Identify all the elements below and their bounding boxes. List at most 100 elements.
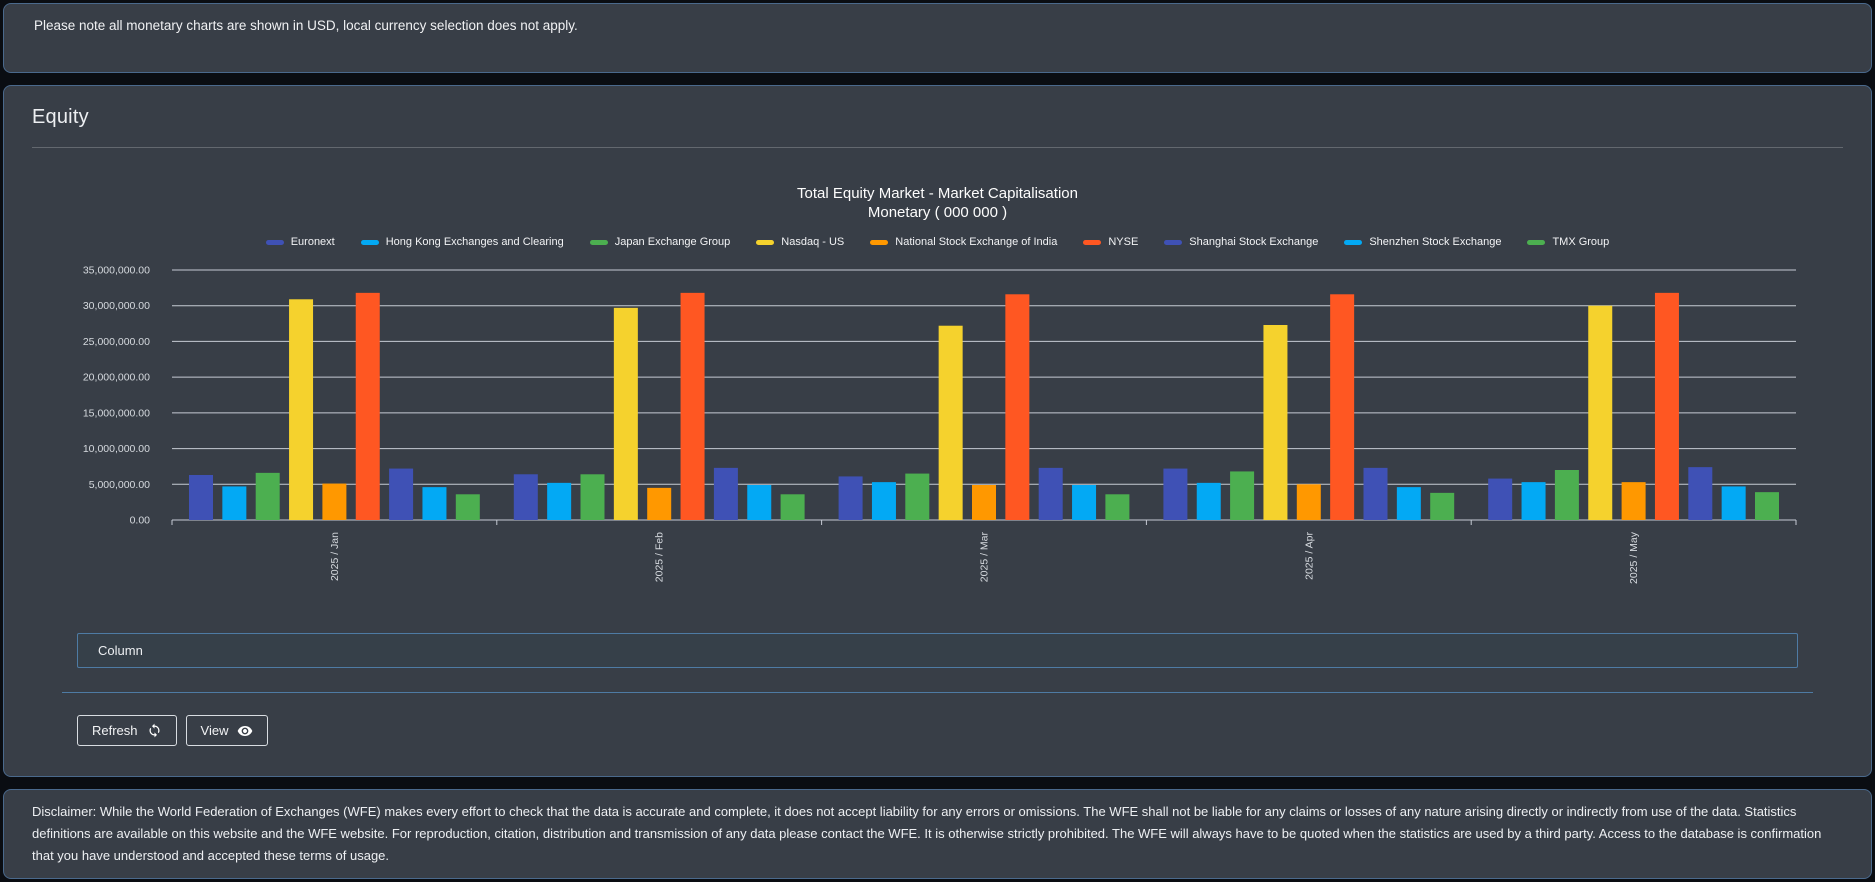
legend-item[interactable]: Shenzhen Stock Exchange	[1344, 236, 1501, 248]
bar	[647, 487, 672, 520]
bar	[1554, 470, 1579, 520]
bar	[1588, 305, 1613, 520]
bar	[1621, 482, 1646, 520]
bar	[1263, 325, 1288, 520]
bar	[1163, 468, 1188, 520]
bar	[255, 472, 280, 520]
bar	[580, 474, 605, 520]
legend-item[interactable]: TMX Group	[1527, 236, 1609, 248]
bar	[547, 482, 572, 520]
bar	[1488, 478, 1513, 520]
bar	[680, 292, 705, 520]
usd-notice-banner: Please note all monetary charts are show…	[3, 3, 1872, 73]
bar	[389, 468, 414, 520]
equity-panel: Equity Total Equity Market - Market Capi…	[3, 85, 1872, 777]
chart-title: Total Equity Market - Market Capitalisat…	[797, 185, 1078, 202]
bar	[1330, 294, 1355, 520]
legend-swatch	[589, 239, 608, 245]
y-axis-label: 10,000,000.00	[83, 443, 150, 455]
legend-label: Euronext	[290, 236, 335, 248]
column-panel-label: Column	[98, 643, 143, 658]
legend-item[interactable]: Euronext	[265, 236, 335, 248]
bar	[1196, 482, 1221, 520]
bar	[1363, 467, 1388, 520]
legend-swatch	[360, 239, 379, 245]
legend-label: Shenzhen Stock Exchange	[1369, 236, 1502, 248]
legend-item[interactable]: Japan Exchange Group	[589, 236, 731, 248]
bar	[1654, 292, 1679, 520]
legend-item[interactable]: Shanghai Stock Exchange	[1164, 236, 1318, 248]
bar	[422, 487, 447, 520]
chart-actions: Refresh View	[77, 715, 1798, 746]
bar	[747, 485, 772, 520]
refresh-button-label: Refresh	[92, 723, 138, 738]
legend-label: Hong Kong Exchanges and Clearing	[385, 236, 564, 248]
bar	[780, 494, 805, 520]
bar	[1230, 471, 1255, 520]
x-axis-label: 2025 / May	[1628, 531, 1640, 584]
bar	[1296, 484, 1321, 520]
chart-plot-area: 35,000,000.00 30,000,000.00 25,000,000.00 2…	[32, 256, 1843, 607]
controls-divider	[62, 692, 1813, 693]
bar	[322, 483, 347, 520]
bar	[289, 299, 314, 520]
bar	[189, 475, 213, 520]
disclaimer-text: Disclaimer: While the World Federation o…	[32, 804, 1822, 863]
eye-icon	[237, 723, 253, 739]
legend-label: Shanghai Stock Exchange	[1189, 236, 1319, 248]
usd-notice-text: Please note all monetary charts are show…	[34, 18, 578, 33]
x-axis-label: 2025 / Feb	[654, 532, 666, 582]
bar	[1755, 492, 1779, 520]
legend-swatch	[265, 239, 284, 245]
legend-swatch	[1344, 239, 1363, 245]
page-title: Equity	[32, 106, 89, 128]
legend-label: Nasdaq - US	[781, 236, 845, 248]
y-axis-label: 25,000,000.00	[83, 336, 150, 348]
bar	[1038, 467, 1063, 520]
column-panel-header[interactable]: Column	[77, 633, 1798, 668]
x-axis-label: 2025 / Jan	[329, 532, 341, 581]
bar	[1721, 486, 1746, 520]
legend-item[interactable]: Nasdaq - US	[756, 236, 844, 248]
legend-swatch	[1164, 239, 1183, 245]
chart-subtitle: Monetary ( 000 000 )	[867, 204, 1008, 221]
bar-chart-svg: 35,000,000.00 30,000,000.00 25,000,000.00 2…	[83, 265, 1797, 584]
refresh-icon	[147, 723, 162, 738]
legend-item[interactable]: Hong Kong Exchanges and Clearing	[360, 236, 564, 248]
y-axis-label: 30,000,000.00	[83, 300, 150, 312]
bar	[838, 476, 863, 520]
bar	[1396, 487, 1421, 520]
bar	[455, 494, 480, 520]
chart-legend: Euronext Hong Kong Exchanges and Clearing…	[32, 236, 1843, 248]
bar	[938, 325, 963, 520]
bar	[972, 485, 996, 520]
view-button-label: View	[200, 723, 229, 738]
y-axis-label: 15,000,000.00	[83, 407, 150, 419]
bar	[871, 482, 896, 520]
title-divider	[32, 147, 1843, 148]
bar	[1521, 482, 1546, 520]
legend-item[interactable]: NYSE	[1083, 236, 1138, 248]
bar	[1005, 294, 1030, 520]
equity-chart: Total Equity Market - Market Capitalisat…	[32, 184, 1843, 607]
bar	[1072, 485, 1097, 520]
view-button[interactable]: View	[185, 715, 269, 746]
legend-swatch	[1527, 239, 1546, 245]
bar	[1430, 492, 1455, 520]
bar	[1105, 494, 1130, 520]
bar	[905, 473, 930, 520]
legend-label: National Stock Exchange of India	[895, 236, 1058, 248]
bar	[1688, 467, 1713, 520]
bar	[222, 486, 247, 520]
y-axis-label: 0.00	[130, 515, 151, 527]
legend-swatch	[756, 239, 775, 245]
y-axis-label: 5,000,000.00	[89, 479, 150, 491]
refresh-button[interactable]: Refresh	[77, 715, 177, 746]
x-axis-label: 2025 / Mar	[979, 532, 991, 583]
y-axis-label: 35,000,000.00	[83, 265, 150, 277]
legend-label: TMX Group	[1552, 236, 1610, 248]
legend-swatch	[870, 239, 889, 245]
y-axis-label: 20,000,000.00	[83, 372, 150, 384]
legend-label: Japan Exchange Group	[614, 236, 731, 248]
legend-item[interactable]: National Stock Exchange of India	[870, 236, 1057, 248]
